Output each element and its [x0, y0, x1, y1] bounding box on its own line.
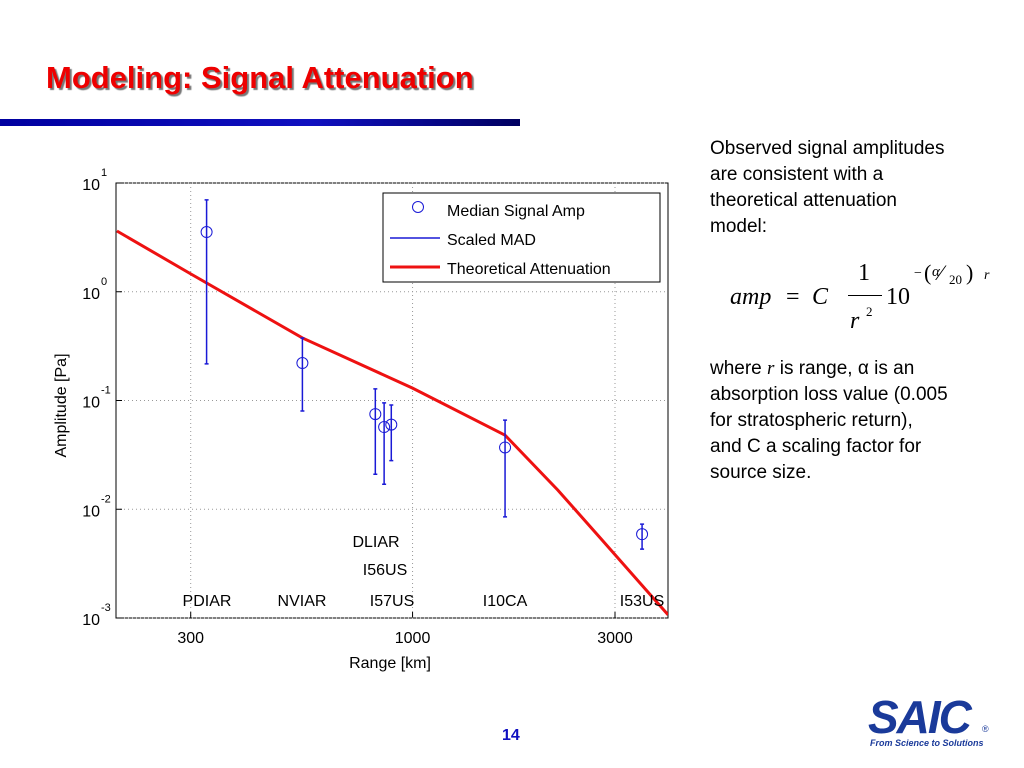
station-label: I53US [620, 593, 664, 610]
equation: amp = C 1 r 2 10 − ( α ⁄ 20 ) r [730, 258, 1000, 338]
y-tick-sup: -2 [101, 493, 111, 505]
y-tick-label: 10 [82, 395, 100, 412]
eq-den: r [850, 308, 860, 334]
station-label: I57US [370, 593, 414, 610]
legend-label: Scaled MAD [447, 232, 536, 249]
point [385, 418, 398, 431]
eq-fraction-bar [848, 295, 882, 296]
eq-slash: ⁄ [939, 260, 943, 285]
text-line: absorption loss value (0.005 [710, 384, 948, 405]
text-line: are consistent with a [710, 164, 884, 185]
eq-equals: = [786, 284, 800, 310]
error-bar [373, 388, 378, 475]
text-line: source size. [710, 462, 812, 483]
y-tick-sup: -3 [101, 602, 111, 614]
intro-text: Observed signal amplitudes are consisten… [710, 136, 944, 240]
y-tick-label: 10 [82, 286, 100, 303]
station-label: I56US [363, 562, 407, 579]
y-tick-sup: 1 [101, 167, 107, 179]
logo-reg: ® [982, 724, 989, 734]
y-tick-label: 10 [82, 612, 100, 629]
eq-den-exp: 2 [866, 304, 873, 319]
point [378, 421, 391, 434]
error-bar [389, 404, 394, 462]
text-line: model: [710, 216, 768, 237]
eq-twenty: 20 [949, 272, 962, 287]
error-bar [300, 337, 305, 412]
x-axis-label: Range [km] [349, 655, 431, 672]
x-tick-label: 1000 [395, 630, 431, 647]
error-bar [204, 199, 209, 365]
station-label: NVIAR [278, 593, 327, 610]
text-line: theoretical attenuation [710, 190, 897, 211]
logo-tagline: From Science to Solutions [870, 738, 984, 748]
y-axis-label: Amplitude [Pa] [53, 353, 70, 457]
text: where [710, 358, 768, 379]
title-rule [0, 119, 520, 126]
point [296, 357, 309, 370]
x-tick-label: 3000 [597, 630, 633, 647]
where-text: where r is range, α is an absorption los… [710, 356, 948, 486]
eq-base: 10 [886, 284, 910, 310]
slide-title: Modeling: Signal Attenuation [46, 60, 474, 95]
eq-paren: ) [966, 260, 974, 285]
station-label: PDIAR [183, 593, 232, 610]
eq-minus: − [914, 266, 922, 281]
legend-label: Theoretical Attenuation [447, 261, 611, 278]
station-label: I10CA [483, 593, 528, 610]
error-bar [503, 419, 508, 518]
text-line: where r is range, α is an [710, 356, 948, 382]
eq-num: 1 [858, 260, 870, 286]
station-label: DLIAR [352, 534, 399, 551]
text: is range, α is an [774, 358, 915, 379]
legend-label: Median Signal Amp [447, 203, 585, 220]
text-line: Observed signal amplitudes [710, 138, 945, 159]
legend-marker [412, 201, 424, 213]
point [499, 441, 512, 454]
text-line: for stratospheric return), [710, 410, 913, 431]
attenuation-line [116, 229, 668, 616]
logo: SAIC ® From Science to Solutions [868, 690, 998, 750]
text: r [767, 358, 775, 379]
point [369, 408, 382, 421]
eq-paren: ( [924, 260, 932, 285]
page-number: 14 [502, 727, 520, 744]
y-tick-sup: 0 [101, 276, 107, 288]
y-tick-label: 10 [82, 177, 100, 194]
text-line: and C a scaling factor for [710, 436, 922, 457]
logo-text: SAIC [868, 691, 972, 743]
eq-c: C [812, 284, 829, 310]
eq-amp: amp [730, 284, 772, 310]
y-tick-label: 10 [82, 503, 100, 520]
point [636, 528, 649, 541]
y-tick-sup: -1 [101, 385, 111, 397]
eq-alpha: α [932, 264, 940, 280]
eq-r: r [984, 268, 990, 283]
point [200, 226, 213, 239]
error-bar [382, 402, 387, 485]
x-tick-label: 300 [177, 630, 204, 647]
